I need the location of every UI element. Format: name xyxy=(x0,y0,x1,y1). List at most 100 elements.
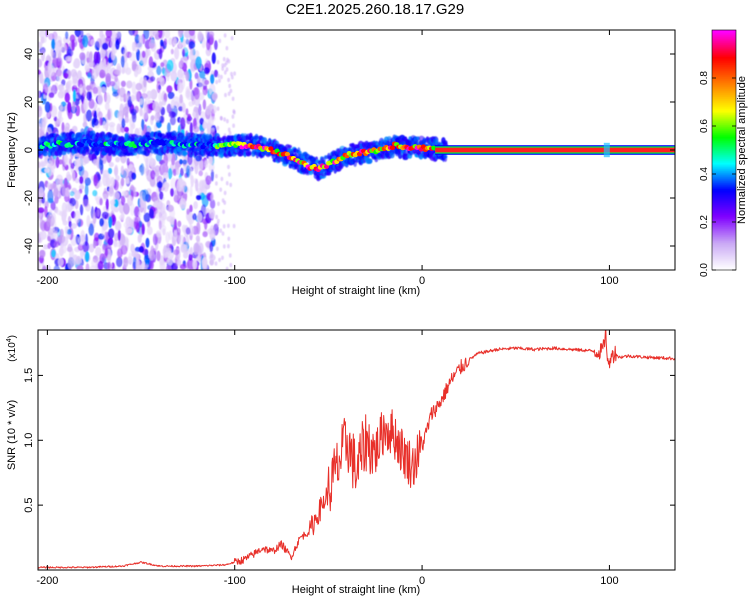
noise-blob xyxy=(44,167,50,173)
noise-blob xyxy=(83,98,89,112)
noise-blob xyxy=(167,91,175,100)
noise-blob xyxy=(87,72,92,79)
snr-multiplier: (x104) xyxy=(6,335,18,362)
y-tick-label: 0 xyxy=(23,147,35,153)
noise-blob xyxy=(56,209,62,216)
noise-blob xyxy=(85,109,93,122)
noise-blob xyxy=(156,65,162,76)
noise-blob xyxy=(228,253,232,258)
noise-blob xyxy=(155,230,162,238)
noise-blob xyxy=(158,92,163,102)
noise-blob xyxy=(178,30,183,38)
colorbar-tick-label: 0.6 xyxy=(699,119,710,133)
colorbar-cell xyxy=(712,180,736,183)
colorbar-cell xyxy=(712,232,736,235)
noise-blob xyxy=(167,257,173,266)
noise-blob xyxy=(54,195,59,204)
spectrogram-xlabel: Height of straight line (km) xyxy=(292,285,420,297)
colorbar-label: Normalized spectral amplitude xyxy=(736,76,748,224)
ridge-band-blob xyxy=(218,137,222,142)
noise-blob xyxy=(80,248,84,259)
noise-blob xyxy=(52,57,59,69)
noise-blob xyxy=(164,30,171,39)
noise-blob xyxy=(138,246,144,253)
noise-blob xyxy=(75,236,79,246)
noise-blob xyxy=(114,75,118,83)
noise-blob xyxy=(158,220,162,230)
noise-blob xyxy=(136,260,142,270)
noise-blob xyxy=(82,241,90,253)
noise-blob xyxy=(216,106,220,111)
colorbar-cell xyxy=(712,210,736,213)
noise-blob xyxy=(176,179,183,192)
noise-blob xyxy=(104,248,109,257)
colorbar: 0.0 0.2 0.4 0.6 0.8 Normalized spectral ampl… xyxy=(699,29,748,277)
noise-blob xyxy=(175,169,180,176)
noise-blob xyxy=(198,170,203,177)
noise-blob xyxy=(144,49,149,59)
noise-blob xyxy=(149,156,154,166)
noise-blob xyxy=(217,218,220,224)
noise-blob xyxy=(115,156,120,163)
colorbar-cell xyxy=(712,144,736,147)
noise-blob xyxy=(231,96,235,102)
noise-blob xyxy=(223,33,227,38)
colorbar-cell xyxy=(712,106,736,109)
noise-blob xyxy=(138,35,143,43)
noise-blob xyxy=(207,228,214,235)
noise-blob xyxy=(51,52,57,60)
noise-blob xyxy=(110,49,116,61)
noise-blob xyxy=(120,177,125,187)
noise-blob xyxy=(51,38,56,50)
colorbar-cell xyxy=(712,198,736,201)
noise-blob xyxy=(43,81,49,94)
colorbar-cell xyxy=(712,140,736,143)
noise-blob xyxy=(194,50,200,58)
noise-blob xyxy=(57,110,62,120)
noise-blob xyxy=(178,234,185,246)
ridge-band-blob xyxy=(294,164,298,170)
noise-blob xyxy=(93,159,99,166)
noise-blob xyxy=(102,173,108,187)
noise-blob xyxy=(67,243,73,252)
colorbar-ticks: 0.0 0.2 0.4 0.6 0.8 xyxy=(699,71,736,277)
noise-blob xyxy=(113,78,120,90)
noise-blob xyxy=(148,56,154,68)
noise-blob xyxy=(97,111,103,120)
noise-blob xyxy=(216,246,219,251)
ridge-cell xyxy=(389,145,396,151)
noise-blob xyxy=(118,215,124,221)
colorbar-cell xyxy=(712,188,736,191)
noise-blob xyxy=(197,31,203,41)
noise-blob xyxy=(211,105,217,114)
noise-blob xyxy=(219,187,223,192)
noise-blob xyxy=(185,90,193,101)
noise-blob xyxy=(53,241,59,248)
noise-blob xyxy=(193,201,198,210)
colorbar-frame xyxy=(711,29,737,271)
noise-blob xyxy=(42,36,47,43)
ridge-band-blob xyxy=(182,151,188,156)
noise-blob xyxy=(65,56,73,62)
colorbar-cell xyxy=(712,260,736,263)
colorbar-cell xyxy=(712,158,736,161)
noise-blob xyxy=(116,256,123,268)
colorbar-cell xyxy=(712,116,736,119)
colorbar-cell xyxy=(712,126,736,129)
noise-blob xyxy=(59,84,65,97)
noise-blob xyxy=(161,99,167,106)
noise-blob xyxy=(229,88,233,94)
colorbar-cell xyxy=(712,136,736,139)
noise-blob xyxy=(47,60,53,70)
noise-blob xyxy=(215,181,218,186)
colorbar-cell xyxy=(712,186,736,189)
noise-blob xyxy=(80,30,84,38)
noise-blob xyxy=(86,91,92,101)
noise-blob xyxy=(128,30,136,36)
noise-blob xyxy=(59,104,63,111)
noise-blob xyxy=(146,226,153,236)
colorbar-cell xyxy=(712,250,736,253)
noise-blob xyxy=(94,65,99,74)
noise-blob xyxy=(189,78,193,90)
